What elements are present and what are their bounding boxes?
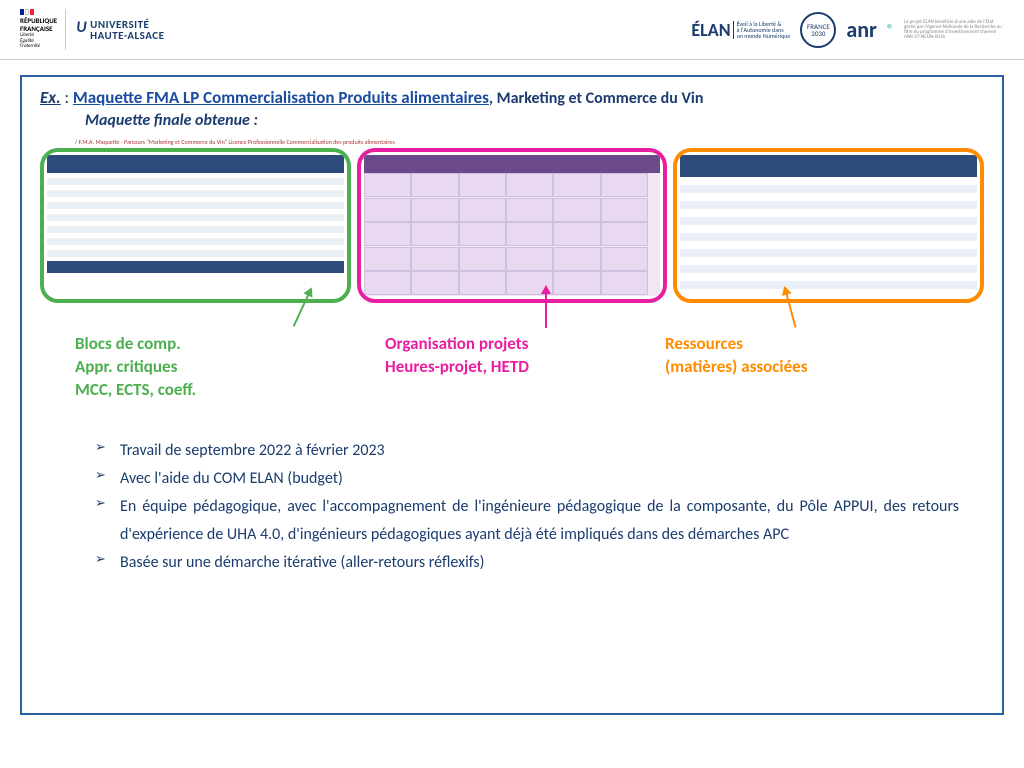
- logo-elan: ÉLAN: [691, 19, 730, 41]
- label-pink: Organisation projetsHeures-projet, HETD: [385, 333, 645, 402]
- arrow-pink: [545, 293, 547, 328]
- logo-anr: anr: [846, 16, 877, 43]
- bullet-item: Avec l'aide du COM ELAN (budget): [95, 465, 984, 493]
- header: RÉPUBLIQUEFRANÇAISE LibertéÉgalitéFrater…: [0, 0, 1024, 60]
- table-green: [40, 148, 351, 303]
- labels-row: Blocs de comp.Appr. critiquesMCC, ECTS, …: [40, 333, 984, 402]
- rf-text: RÉPUBLIQUEFRANÇAISE: [20, 17, 57, 32]
- label-green: Blocs de comp.Appr. critiquesMCC, ECTS, …: [75, 333, 345, 402]
- logo-uha: U UNIVERSITÉ HAUTE-ALSACE: [76, 18, 164, 40]
- title-rest: Marketing et Commerce du Vin: [497, 89, 704, 108]
- table-pink: [357, 148, 668, 303]
- title-link[interactable]: Maquette FMA LP Commercialisation Produi…: [73, 87, 489, 108]
- bullet-list: Travail de septembre 2022 à février 2023…: [95, 437, 984, 577]
- header-left: RÉPUBLIQUEFRANÇAISE LibertéÉgalitéFrater…: [20, 9, 164, 50]
- label-orange: Ressources(matières) associées: [665, 333, 925, 402]
- logo-france2030: FRANCE2030: [800, 12, 836, 48]
- table-orange: [673, 148, 984, 303]
- title: Ex. : Maquette FMA LP Commercialisation …: [40, 87, 984, 108]
- header-right: ÉLAN Éveil à la Liberté &à l'Autonomie d…: [691, 12, 1004, 48]
- title-ex: Ex.: [40, 87, 61, 108]
- uha-bottom: HAUTE-ALSACE: [90, 29, 164, 42]
- bullet-item: En équipe pédagogique, avec l'accompagne…: [95, 493, 984, 549]
- tiny-caption: / F.M.A. Maquette - Parcours "Marketing …: [75, 138, 984, 146]
- main-slide: Ex. : Maquette FMA LP Commercialisation …: [20, 75, 1004, 715]
- bullet-item: Basée sur une démarche itérative (aller-…: [95, 549, 984, 577]
- bullet-item: Travail de septembre 2022 à février 2023: [95, 437, 984, 465]
- logo-republique-francaise: RÉPUBLIQUEFRANÇAISE LibertéÉgalitéFrater…: [20, 9, 66, 50]
- subtitle: Maquette finale obtenue :: [85, 111, 984, 130]
- rf-motto: LibertéÉgalitéFraternité: [20, 33, 57, 50]
- tables-row: [40, 148, 984, 303]
- anr-sub: Le projet ELAN bénéficie d'une aide de l…: [904, 20, 1004, 40]
- logo-elan-sub: Éveil à la Liberté &à l'Autonomie dansun…: [733, 21, 791, 39]
